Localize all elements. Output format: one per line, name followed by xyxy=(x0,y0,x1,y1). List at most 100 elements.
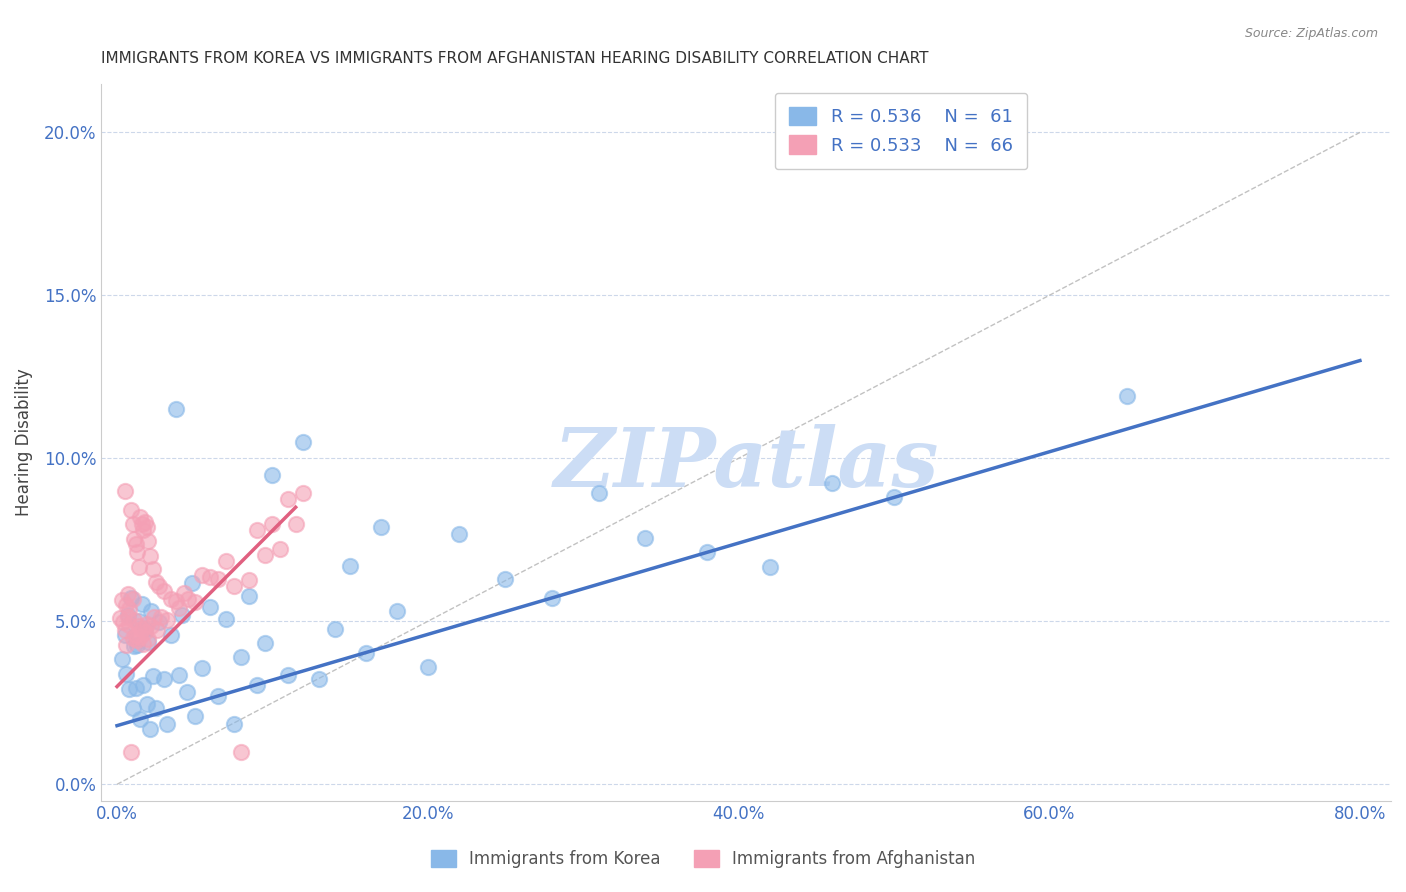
Point xyxy=(118,602,141,616)
Point xyxy=(172,608,194,623)
Point xyxy=(132,637,155,651)
Point xyxy=(215,554,238,568)
Point xyxy=(111,593,134,607)
Y-axis label: Hearing Disability: Hearing Disability xyxy=(15,368,32,516)
Point xyxy=(135,519,157,533)
Point xyxy=(136,632,159,646)
Point xyxy=(821,476,844,491)
Point xyxy=(207,572,229,586)
Point xyxy=(238,589,260,603)
Point xyxy=(118,618,141,632)
Point xyxy=(277,491,299,506)
Point xyxy=(124,681,146,695)
Point xyxy=(246,523,269,537)
Point xyxy=(284,516,307,531)
Point xyxy=(634,531,657,545)
Point xyxy=(292,435,315,450)
Point xyxy=(141,619,163,633)
Point xyxy=(121,632,143,646)
Point xyxy=(176,685,198,699)
Point xyxy=(222,717,245,731)
Point xyxy=(129,712,152,726)
Point xyxy=(142,562,165,576)
Point xyxy=(191,661,214,675)
Point xyxy=(308,673,330,687)
Point xyxy=(148,615,170,629)
Point xyxy=(117,610,139,624)
Point xyxy=(138,722,160,736)
Point xyxy=(253,548,276,562)
Point xyxy=(148,579,170,593)
Point xyxy=(117,607,139,622)
Point xyxy=(976,125,998,139)
Point xyxy=(112,615,135,629)
Point xyxy=(447,527,470,541)
Point xyxy=(128,560,150,574)
Point xyxy=(134,623,156,637)
Point xyxy=(120,745,142,759)
Point xyxy=(111,652,134,666)
Point xyxy=(120,502,142,516)
Point xyxy=(128,615,150,629)
Point xyxy=(165,594,187,608)
Point xyxy=(141,604,163,618)
Point xyxy=(124,537,146,551)
Point xyxy=(758,559,780,574)
Point xyxy=(136,534,159,549)
Point xyxy=(323,622,346,636)
Point xyxy=(262,467,284,482)
Point xyxy=(132,678,155,692)
Point xyxy=(156,717,179,731)
Point xyxy=(131,597,153,611)
Point xyxy=(121,701,143,715)
Point xyxy=(129,630,152,644)
Text: Source: ZipAtlas.com: Source: ZipAtlas.com xyxy=(1244,27,1378,40)
Point xyxy=(541,591,564,605)
Point xyxy=(200,599,222,614)
Point xyxy=(494,572,516,586)
Point xyxy=(135,617,157,632)
Point xyxy=(696,545,718,559)
Point xyxy=(222,579,245,593)
Point xyxy=(117,587,139,601)
Point xyxy=(292,486,315,500)
Point xyxy=(191,567,214,582)
Point xyxy=(146,623,169,637)
Point xyxy=(143,609,166,624)
Point xyxy=(134,515,156,529)
Point xyxy=(152,583,174,598)
Point xyxy=(173,586,195,600)
Point xyxy=(115,599,138,613)
Point xyxy=(127,545,149,559)
Point xyxy=(145,575,167,590)
Point xyxy=(231,649,253,664)
Point xyxy=(156,613,179,627)
Point xyxy=(121,517,143,532)
Point xyxy=(207,689,229,703)
Point xyxy=(121,592,143,607)
Point xyxy=(253,636,276,650)
Point xyxy=(385,604,408,618)
Point xyxy=(339,558,361,573)
Point xyxy=(127,633,149,648)
Point xyxy=(883,491,905,505)
Point xyxy=(108,611,131,625)
Point xyxy=(114,623,136,637)
Text: IMMIGRANTS FROM KOREA VS IMMIGRANTS FROM AFGHANISTAN HEARING DISABILITY CORRELAT: IMMIGRANTS FROM KOREA VS IMMIGRANTS FROM… xyxy=(101,51,929,66)
Point xyxy=(238,573,260,587)
Point xyxy=(246,677,269,691)
Point xyxy=(588,486,610,500)
Point xyxy=(124,628,146,642)
Point xyxy=(132,523,155,537)
Point xyxy=(118,682,141,697)
Point xyxy=(167,668,190,682)
Point xyxy=(1115,389,1137,403)
Point xyxy=(122,532,145,546)
Point xyxy=(416,660,439,674)
Point xyxy=(262,517,284,532)
Point xyxy=(354,646,377,660)
Legend: Immigrants from Korea, Immigrants from Afghanistan: Immigrants from Korea, Immigrants from A… xyxy=(425,843,981,875)
Point xyxy=(138,549,160,563)
Point xyxy=(200,570,222,584)
Point xyxy=(142,669,165,683)
